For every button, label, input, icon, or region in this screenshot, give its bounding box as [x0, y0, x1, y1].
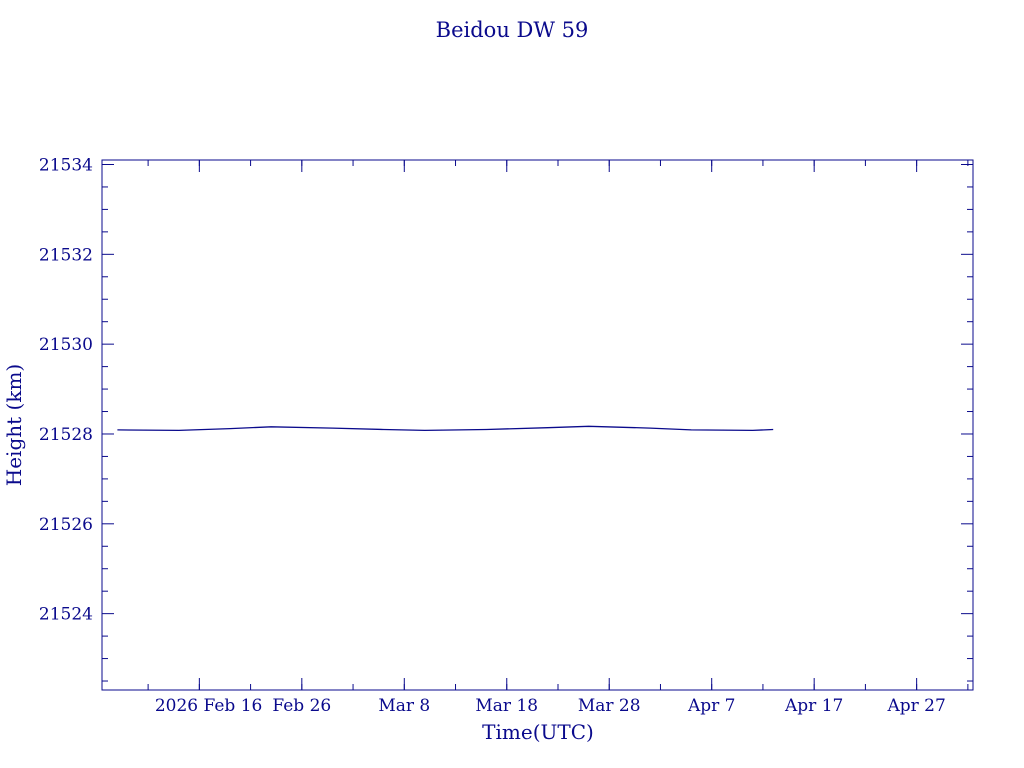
x-axis-label: Time(UTC) [482, 720, 594, 744]
y-axis-label: Height (km) [2, 364, 26, 486]
series-line [117, 425, 774, 432]
y-tick-label: 21528 [39, 425, 93, 445]
x-tick-label: Mar 28 [578, 696, 641, 716]
x-tick-label: Mar 18 [475, 696, 538, 716]
y-tick-label: 21526 [39, 515, 93, 535]
plot-frame [101, 159, 974, 691]
y-tick-label: 21530 [39, 335, 93, 355]
x-axis: 2026 Feb 16 Feb 26 Mar 8 Mar 18 Mar 28 Apr 7 A… [147, 160, 969, 716]
series-group [117, 425, 774, 432]
plot-frame-group [101, 159, 974, 691]
y-tick-label: 21534 [39, 155, 93, 175]
chart-title: Beidou DW 59 [436, 18, 589, 42]
y-tick-label: 21524 [39, 605, 93, 625]
x-tick-label: Apr 7 [687, 696, 736, 716]
x-tick-label: Apr 17 [784, 696, 843, 716]
x-tick-label: Mar 8 [378, 696, 430, 716]
y-tick-label: 21532 [39, 245, 93, 265]
x-tick-label: Apr 27 [886, 696, 945, 716]
y-axis: 21524 21526 21528 21530 21532 21534 [39, 155, 973, 682]
x-tick-label: Feb 26 [272, 696, 331, 716]
x-tick-label: 2026 Feb 16 [155, 696, 263, 716]
